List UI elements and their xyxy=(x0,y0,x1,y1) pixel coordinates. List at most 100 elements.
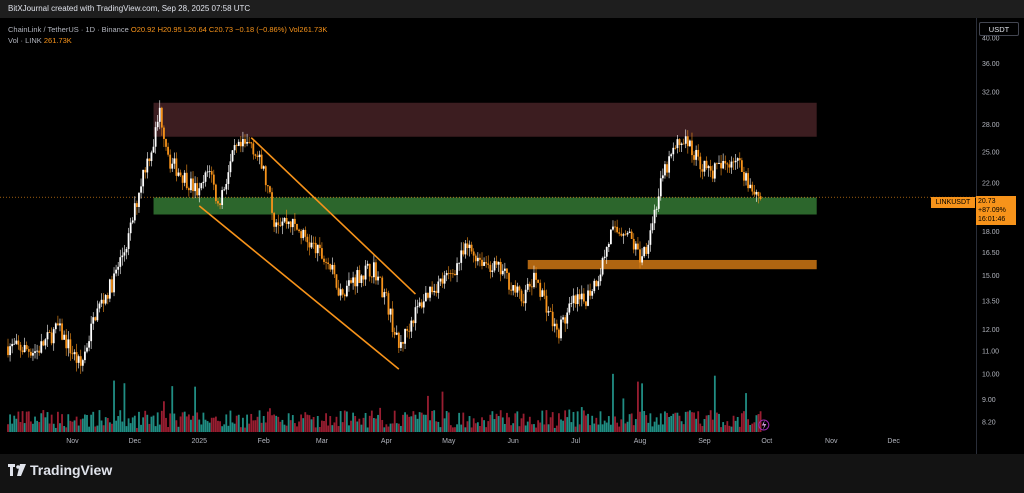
candle-body xyxy=(314,242,317,254)
volume-bar xyxy=(412,411,415,432)
candle-body xyxy=(165,138,167,147)
volume-bar xyxy=(150,416,153,432)
volume-bar xyxy=(160,410,163,432)
volume-bar xyxy=(670,415,673,432)
volume-bar xyxy=(113,380,115,432)
volume-bar xyxy=(724,425,727,432)
volume-bar xyxy=(285,425,288,432)
legend-high: H20.95 xyxy=(157,25,182,34)
volume-bar xyxy=(406,414,409,432)
candle-body xyxy=(445,273,448,276)
volume-bar xyxy=(90,414,93,432)
candle-body xyxy=(277,222,280,226)
candle-body xyxy=(77,356,80,363)
volume-bar xyxy=(530,424,533,432)
candle-body xyxy=(653,209,656,224)
volume-bar xyxy=(260,422,263,432)
candle-body xyxy=(464,243,467,255)
candle-body xyxy=(695,149,698,160)
volume-bar xyxy=(462,412,465,432)
candle-body xyxy=(212,174,215,185)
volume-bar xyxy=(179,416,182,432)
candle-body xyxy=(720,162,722,169)
candle-body xyxy=(468,244,471,249)
volume-indicator-label[interactable]: Vol · LINK xyxy=(8,36,42,45)
volume-bar xyxy=(470,427,473,432)
candle-body xyxy=(370,276,373,278)
volume-bar xyxy=(639,411,641,432)
candle-body xyxy=(607,243,610,247)
candle-body xyxy=(497,261,500,265)
candle-body xyxy=(757,191,760,197)
candle-body xyxy=(348,280,350,286)
candle-body xyxy=(458,262,461,264)
candle-body xyxy=(179,172,182,176)
candle-body xyxy=(63,334,66,340)
price-chart[interactable]: Nov Dec 2025 Feb Mar Apr May Jun Jul Aug Sep Oct Nov… xyxy=(0,18,976,454)
candle-body xyxy=(258,154,261,158)
tradingview-logo[interactable]: TradingView xyxy=(8,462,112,478)
candle-body xyxy=(198,188,201,196)
channel-lower-line xyxy=(198,205,400,370)
candle-body xyxy=(389,308,392,315)
candle-body xyxy=(7,346,9,356)
volume-bar xyxy=(271,415,273,432)
volume-bar xyxy=(92,411,95,432)
volume-bar xyxy=(516,411,519,432)
candle-body xyxy=(516,286,519,293)
volume-bar xyxy=(605,422,608,432)
volume-bar xyxy=(156,412,159,432)
candle-body xyxy=(148,158,151,162)
candle-body xyxy=(119,257,122,267)
candle-body xyxy=(289,221,292,228)
volume-bar xyxy=(111,423,113,432)
volume-bar xyxy=(628,414,631,432)
legend-symbol[interactable]: ChainLink / TetherUS · 1D · Binance xyxy=(8,25,129,34)
volume-bar xyxy=(196,412,199,432)
candle-body xyxy=(508,272,510,290)
volume-bar xyxy=(302,418,305,432)
candle-body xyxy=(676,139,679,149)
volume-bar xyxy=(100,420,103,432)
candle-body xyxy=(194,183,197,192)
candle-body xyxy=(718,162,720,164)
volume-bar xyxy=(337,426,340,432)
volume-bar xyxy=(368,415,371,432)
candle-body xyxy=(493,261,496,271)
candle-body xyxy=(624,234,627,236)
candle-body xyxy=(580,293,583,300)
candle-body xyxy=(585,301,587,306)
time-axis-label: Apr xyxy=(381,438,393,445)
candle-body xyxy=(641,256,643,263)
volume-bar xyxy=(13,415,16,432)
price-axis-label: 36.00 xyxy=(982,61,1000,68)
candle-body xyxy=(582,293,585,302)
candle-body xyxy=(17,340,20,345)
volume-bar xyxy=(341,422,344,432)
candle-body xyxy=(716,163,718,165)
candle-body xyxy=(279,225,282,226)
candle-body xyxy=(227,172,230,184)
candle-body xyxy=(549,311,552,312)
candle-body xyxy=(96,308,99,321)
plot-area[interactable]: Nov Dec 2025 Feb Mar Apr May Jun Jul Aug Sep Oct Nov… xyxy=(0,18,976,454)
candle-body xyxy=(239,141,242,147)
candle-body xyxy=(19,344,22,351)
volume-bar xyxy=(254,420,257,432)
volume-bar xyxy=(387,426,390,432)
candle-body xyxy=(231,150,234,162)
candle-body xyxy=(680,143,683,145)
volume-bar xyxy=(343,410,346,432)
price-axis[interactable]: 40.0036.0032.0028.0025.0022.0020.0018.00… xyxy=(976,18,1024,454)
volume-bar xyxy=(377,414,379,432)
candle-body xyxy=(291,218,294,228)
volume-bar xyxy=(668,416,671,432)
candle-body xyxy=(138,192,140,207)
candle-body xyxy=(248,142,251,143)
volume-bar xyxy=(489,414,492,432)
volume-bar xyxy=(755,415,758,432)
currency-button[interactable]: USDT xyxy=(979,22,1019,36)
volume-bar xyxy=(549,417,552,432)
candle-body xyxy=(181,175,184,183)
candle-body xyxy=(379,276,382,278)
